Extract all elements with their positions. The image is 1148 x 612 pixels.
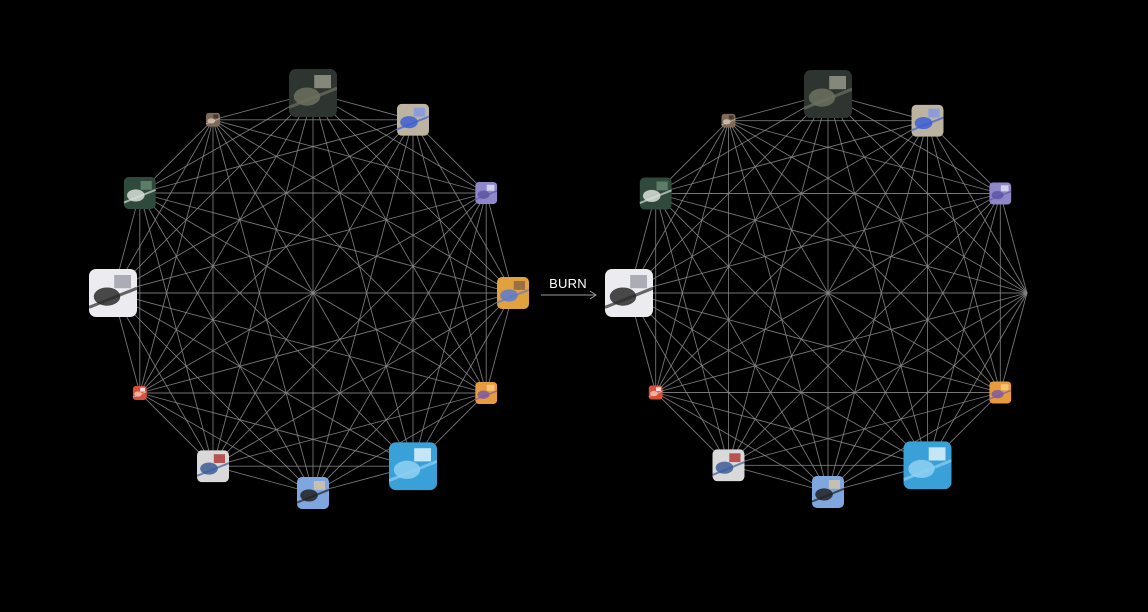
edge bbox=[999, 193, 1028, 294]
edge bbox=[212, 465, 314, 494]
node-red-object bbox=[132, 386, 147, 400]
edge bbox=[728, 120, 1001, 194]
node-figure-on-blue bbox=[297, 477, 329, 509]
node-green-sign bbox=[639, 177, 672, 210]
edge bbox=[655, 120, 928, 393]
edge bbox=[655, 120, 729, 393]
edge bbox=[212, 192, 487, 467]
edges-before bbox=[112, 92, 514, 494]
edge bbox=[628, 292, 1001, 393]
edge bbox=[312, 119, 414, 494]
edge bbox=[655, 193, 1028, 294]
node-blue-pool bbox=[389, 442, 437, 491]
edge bbox=[112, 292, 414, 467]
edge bbox=[827, 93, 928, 466]
graph-after bbox=[605, 70, 1028, 508]
edge bbox=[728, 120, 1001, 393]
edge bbox=[628, 120, 729, 294]
edge bbox=[728, 464, 829, 493]
edge bbox=[212, 119, 487, 194]
edge bbox=[728, 193, 1001, 466]
edge bbox=[112, 292, 487, 394]
edges-after bbox=[628, 93, 1028, 493]
edge bbox=[139, 119, 214, 394]
node-blue-flower bbox=[911, 104, 944, 137]
node-white-sketch bbox=[605, 269, 653, 317]
node-green-sign bbox=[123, 177, 156, 209]
edge bbox=[212, 119, 414, 467]
edge bbox=[485, 292, 514, 394]
edge bbox=[999, 292, 1028, 393]
node-blue-flower bbox=[397, 103, 429, 136]
edge bbox=[728, 120, 829, 493]
edge bbox=[212, 119, 314, 494]
edge bbox=[655, 292, 1028, 393]
edge bbox=[628, 193, 1001, 294]
edge bbox=[139, 119, 414, 394]
edge bbox=[212, 119, 487, 394]
edge bbox=[628, 292, 928, 466]
node-small-portrait bbox=[721, 113, 736, 128]
node-red-object bbox=[648, 385, 663, 400]
arrow-right-icon bbox=[541, 290, 597, 300]
edge bbox=[655, 193, 829, 493]
node-blue-pool bbox=[903, 441, 952, 490]
edge bbox=[139, 192, 514, 294]
edge bbox=[628, 292, 729, 466]
node-small-portrait bbox=[206, 112, 220, 127]
nodes-after bbox=[605, 70, 1012, 508]
edge bbox=[112, 292, 214, 467]
edge bbox=[655, 193, 928, 466]
edge bbox=[485, 192, 514, 294]
edge bbox=[139, 392, 314, 494]
edge bbox=[112, 192, 487, 294]
edge bbox=[139, 192, 214, 467]
edge bbox=[212, 119, 514, 294]
node-street-collage bbox=[197, 450, 229, 483]
node-purple-scene bbox=[989, 182, 1012, 205]
edge bbox=[139, 192, 314, 494]
transition-label: BURN bbox=[549, 276, 587, 291]
edge bbox=[312, 92, 414, 467]
edge bbox=[728, 120, 928, 466]
node-street-collage bbox=[712, 449, 745, 482]
node-painted-figure bbox=[497, 277, 529, 309]
edge bbox=[655, 392, 829, 493]
node-orange-pattern bbox=[475, 382, 498, 404]
node-orange-pattern bbox=[989, 381, 1012, 404]
edge bbox=[112, 119, 214, 294]
graph-before bbox=[89, 69, 529, 509]
edge bbox=[139, 192, 414, 467]
node-purple-scene bbox=[475, 182, 498, 204]
edge bbox=[212, 92, 314, 467]
node-aerial-city-map bbox=[289, 69, 337, 117]
node-white-sketch bbox=[89, 269, 137, 317]
edge bbox=[139, 292, 514, 394]
node-figure-on-blue bbox=[812, 476, 844, 508]
edge bbox=[827, 120, 928, 493]
edge bbox=[728, 120, 1028, 294]
nodes-before bbox=[89, 69, 529, 509]
edge bbox=[728, 93, 829, 466]
node-aerial-city-map bbox=[804, 70, 852, 118]
edge bbox=[655, 193, 729, 466]
